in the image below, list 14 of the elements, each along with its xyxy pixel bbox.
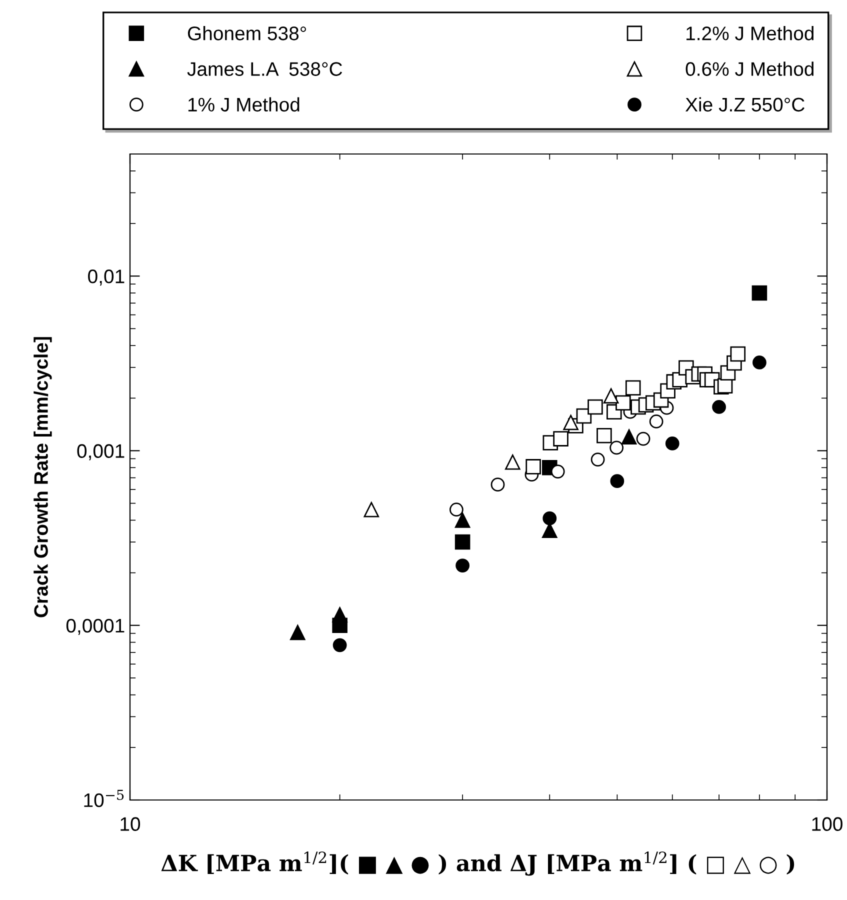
legend-label: 1.2% J Method <box>686 26 814 40</box>
x-axis-title: ΔK [MPa m$^{1/2}$]( ■ ▲ ● ) and ΔJ [MPa m$^{1/2}$] ( □ △ ○ ) <box>161 851 794 876</box>
y-tick-label: 0,001 <box>77 444 124 460</box>
legend-label: James L.A 538°C <box>187 62 342 76</box>
legend-label: 1% J Method <box>188 97 300 112</box>
y-tick-label: 0,01 <box>88 270 124 286</box>
y-tick-label: 0,0001 <box>66 618 124 635</box>
y-tick-label: 10$^{−5}$ <box>84 790 124 808</box>
legend-label: 0.6% J Method <box>686 62 814 76</box>
x-tick-label: 10 <box>120 817 140 831</box>
y-axis-title: Crack Growth Rate [mm/cycle] <box>34 337 52 618</box>
legend-label: Ghonem 538° <box>188 26 306 40</box>
x-tick-label: 100 <box>812 817 842 831</box>
legend-label: Xie J.Z 550°C <box>685 97 804 112</box>
